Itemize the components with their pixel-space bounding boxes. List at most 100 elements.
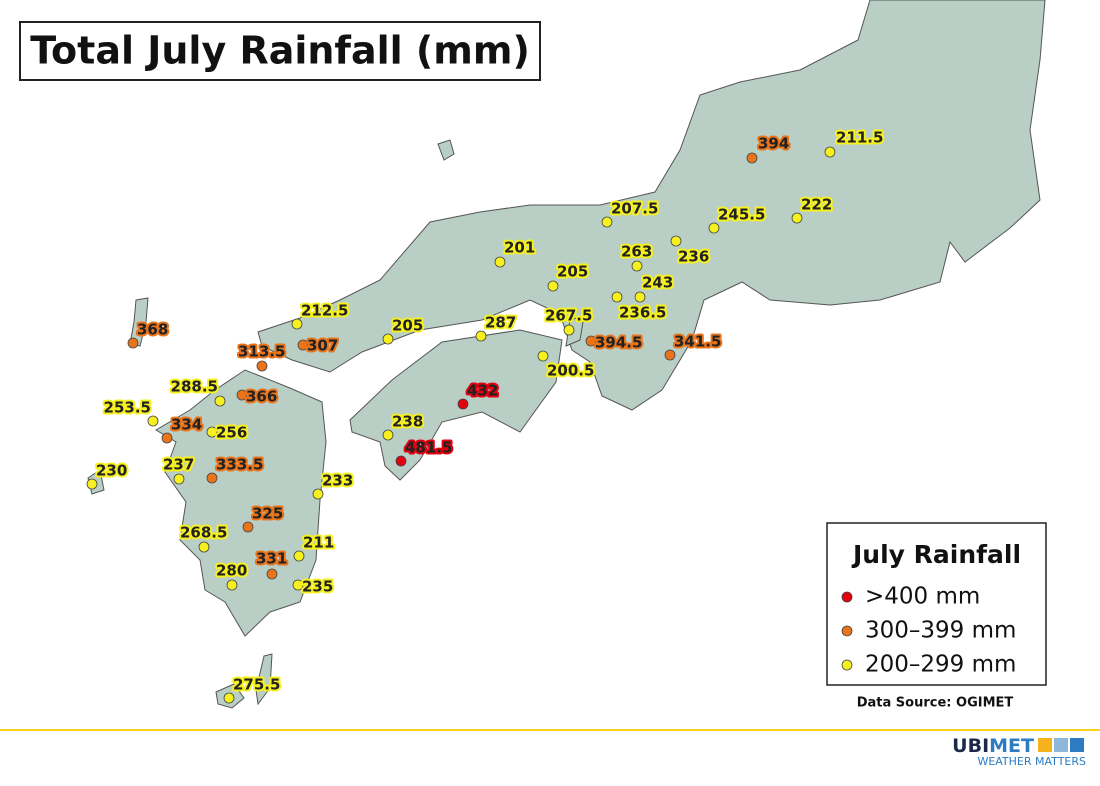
station-dot	[291, 318, 303, 330]
station-value: 275.5	[233, 676, 280, 694]
station-value: 238	[392, 413, 423, 431]
station-dot	[547, 280, 559, 292]
station-dot	[631, 260, 643, 272]
station-value: 368	[137, 321, 168, 339]
data-source: Data Source: OGIMET	[857, 696, 1014, 711]
legend: >400 mm 300–399 mm 200–299 mm	[841, 584, 1016, 678]
station-dot	[293, 550, 305, 562]
logo-icons	[1038, 738, 1084, 752]
legend-label: 300–399 mm	[865, 618, 1016, 644]
station-value: 237	[163, 456, 194, 474]
stations: 394 211.5 207.5 245.5 222 201 263 236 205 243 236.…	[86, 127, 885, 704]
station-dot	[214, 395, 226, 407]
legend-label: 200–299 mm	[865, 652, 1016, 678]
station-value: 222	[801, 196, 832, 214]
station-value: 201	[504, 239, 535, 257]
station-value: 267.5	[545, 307, 592, 325]
station-dot	[601, 216, 613, 228]
station-value: 256	[216, 424, 247, 442]
station-dot	[664, 349, 676, 361]
station-dot	[382, 429, 394, 441]
station-value: 205	[557, 263, 588, 281]
logo-icon	[1054, 738, 1068, 752]
legend-swatch	[841, 659, 853, 671]
station-dot	[86, 478, 98, 490]
station-value: 243	[642, 274, 673, 292]
logo-icon	[1070, 738, 1084, 752]
station-value: 212.5	[301, 302, 348, 320]
station-dot	[226, 579, 238, 591]
title: Total July Rainfall (mm)	[30, 29, 530, 73]
station-dot	[127, 337, 139, 349]
station-dot	[746, 152, 758, 164]
shikoku	[349, 329, 563, 481]
tanegashima	[255, 653, 273, 706]
station-dot	[475, 330, 487, 342]
station-dot	[242, 521, 254, 533]
station-dot	[292, 579, 304, 591]
logo-brand-part: MET	[989, 735, 1034, 757]
station-value: 211.5	[836, 129, 883, 147]
station-value: 481.5	[405, 439, 452, 457]
station-value: 207.5	[611, 200, 658, 218]
station-dot	[634, 291, 646, 303]
station-value: 235	[302, 578, 333, 596]
title-box	[19, 21, 541, 81]
station-dot	[206, 426, 218, 438]
station-dot	[206, 472, 218, 484]
station-dot	[236, 389, 248, 401]
station-value: 253.5	[104, 399, 151, 417]
station-value: 263	[621, 243, 652, 261]
station-dot	[173, 473, 185, 485]
logo-tagline: WEATHER MATTERS	[977, 755, 1086, 768]
station-dot	[537, 350, 549, 362]
station-dot	[611, 291, 623, 303]
station-value: 245.5	[718, 206, 765, 224]
station-value: 280	[216, 562, 247, 580]
landmass	[87, 0, 1046, 709]
station-value: 233	[322, 472, 353, 490]
station-value: 334	[171, 416, 202, 434]
station-dot	[256, 360, 268, 372]
station-dot	[297, 339, 309, 351]
station-dot	[563, 324, 575, 336]
sado	[437, 139, 455, 161]
station-value: 205	[392, 317, 423, 335]
station-dot	[312, 488, 324, 500]
station-value: 211	[303, 534, 334, 552]
station-dot	[266, 568, 278, 580]
station-dot	[494, 256, 506, 268]
legend-box	[826, 522, 1047, 686]
honshu	[257, 0, 1046, 411]
station-value: 236	[678, 248, 709, 266]
station-value: 341.5	[674, 333, 721, 351]
tsushima	[129, 297, 149, 347]
station-dot	[585, 335, 597, 347]
station-value: 313.5	[238, 343, 285, 361]
station-value: 394.5	[595, 334, 642, 352]
legend-label: >400 mm	[865, 584, 980, 610]
station-value: 236.5	[619, 304, 666, 322]
station-dot	[395, 455, 407, 467]
station-value: 366	[246, 388, 277, 406]
station-dot	[223, 692, 235, 704]
station-dot	[147, 415, 159, 427]
station-dot	[670, 235, 682, 247]
legend-swatch	[841, 625, 853, 637]
logo-icon	[1038, 738, 1052, 752]
station-value: 325	[252, 505, 283, 523]
legend-swatch	[841, 591, 853, 603]
legend-title: July Rainfall	[851, 540, 1021, 569]
station-dot	[198, 541, 210, 553]
station-value: 200.5	[547, 362, 594, 380]
station-value: 307	[307, 337, 338, 355]
station-value: 230	[96, 462, 127, 480]
station-dot	[161, 432, 173, 444]
station-value: 287	[485, 314, 516, 332]
awaji	[565, 315, 585, 347]
station-value: 432	[467, 382, 498, 400]
station-dot	[382, 333, 394, 345]
logo-brand-part: UBI	[952, 735, 989, 757]
